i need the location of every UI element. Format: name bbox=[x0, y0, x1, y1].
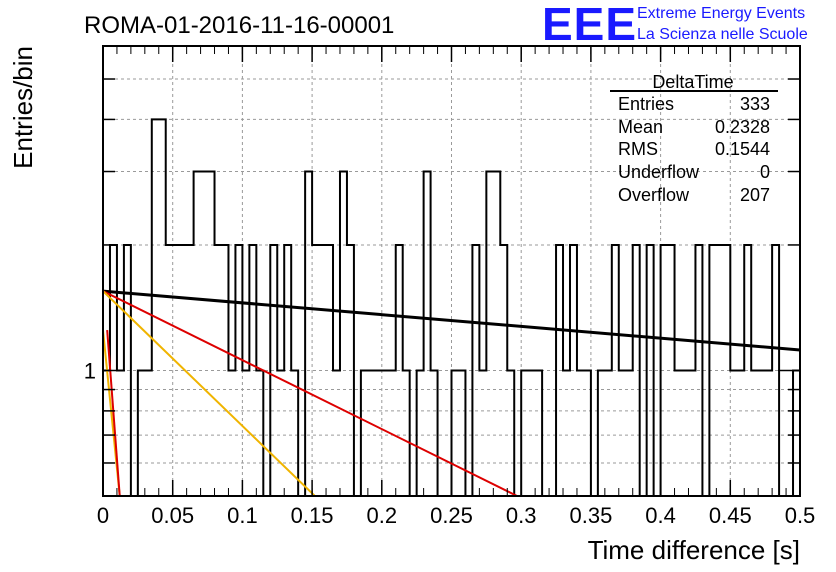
stats-value-underflow: 0 bbox=[760, 162, 770, 182]
fit-line-1 bbox=[103, 289, 800, 352]
stats-value-entries: 333 bbox=[740, 94, 770, 114]
x-tick-label: 0.1 bbox=[227, 503, 258, 528]
y-tick-label: 1 bbox=[84, 358, 96, 383]
stats-value-overflow: 207 bbox=[740, 185, 770, 205]
x-axis-label: Time difference [s] bbox=[588, 535, 800, 565]
fit-line-5 bbox=[106, 329, 121, 496]
x-tick-label: 0.5 bbox=[785, 503, 816, 528]
eee-logo-text: EEE bbox=[542, 0, 637, 50]
x-tick-label: 0 bbox=[97, 503, 109, 528]
stats-value-mean: 0.2328 bbox=[715, 117, 770, 137]
x-tick-label: 0.15 bbox=[291, 503, 334, 528]
eee-logo: EEE Extreme Energy Events La Scienza nel… bbox=[542, 0, 808, 50]
x-tick-label: 0.05 bbox=[151, 503, 194, 528]
stats-label-underflow: Underflow bbox=[618, 162, 700, 182]
stats-title: DeltaTime bbox=[652, 72, 733, 92]
stats-label-overflow: Overflow bbox=[618, 185, 690, 205]
x-tick-label: 0.4 bbox=[645, 503, 676, 528]
x-tick-label: 0.3 bbox=[506, 503, 537, 528]
stats-box: DeltaTime Entries 333 Mean 0.2328 RMS 0.… bbox=[610, 72, 778, 205]
eee-logo-line2: La Scienza nelle Scuole bbox=[637, 26, 808, 43]
stats-label-entries: Entries bbox=[618, 94, 674, 114]
fit-line-2 bbox=[103, 290, 518, 496]
axis-ticks: 0 0.05 0.1 0.15 0.2 0.25 0.3 0.35 0.4 0.45 0.5 1 bbox=[84, 46, 816, 528]
chart-title: ROMA-01-2016-11-16-00001 bbox=[84, 12, 394, 39]
fit-line-3 bbox=[103, 290, 316, 496]
y-axis-label: Entries/bin bbox=[8, 46, 38, 169]
x-tick-label: 0.45 bbox=[709, 503, 752, 528]
eee-logo-line1: Extreme Energy Events bbox=[637, 5, 805, 22]
histogram-bars bbox=[103, 118, 800, 496]
fit-lines bbox=[103, 289, 800, 496]
x-tick-label: 0.35 bbox=[569, 503, 612, 528]
histogram-outline bbox=[103, 118, 800, 496]
stats-label-mean: Mean bbox=[618, 117, 663, 137]
stats-value-rms: 0.1544 bbox=[715, 139, 770, 159]
x-tick-label: 0.2 bbox=[367, 503, 398, 528]
stats-label-rms: RMS bbox=[618, 139, 658, 159]
x-tick-label: 0.25 bbox=[430, 503, 473, 528]
